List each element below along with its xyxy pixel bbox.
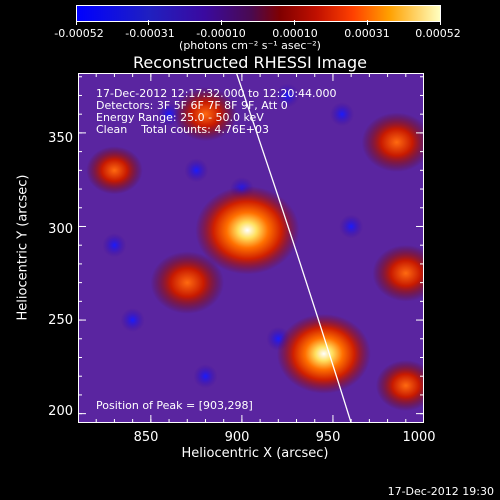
heatmap-plot xyxy=(78,73,424,423)
heatmap-source xyxy=(86,146,143,195)
heatmap-noise-blob xyxy=(184,158,209,183)
heatmap-source xyxy=(375,360,424,411)
x-tick-label: 850 xyxy=(133,430,159,445)
heatmap-noise-blob xyxy=(193,364,218,389)
heatmap-noise-blob xyxy=(330,102,355,127)
info-energy-range: Energy Range: 25.0 - 50.0 keV xyxy=(96,111,264,124)
colorbar xyxy=(76,5,441,22)
heatmap-source xyxy=(276,313,371,394)
y-axis-label: Heliocentric Y (arcsec) xyxy=(15,174,31,321)
info-clean-counts: Clean Total counts: 4.76E+03 xyxy=(96,123,270,136)
colorbar-tick-label: 0.00052 xyxy=(415,27,461,40)
heatmap-source xyxy=(173,87,238,142)
heatmap-sources xyxy=(86,73,424,423)
heatmap-source xyxy=(372,244,424,302)
colorbar-unit-label: (photons cm⁻² s⁻¹ asec⁻²) xyxy=(179,39,321,52)
y-tick-label: 250 xyxy=(48,313,73,328)
colorbar-tick-label: -0.00031 xyxy=(125,27,175,40)
heatmap-noise-blob xyxy=(102,233,127,258)
heatmap-source xyxy=(361,112,424,172)
info-time-range: 17-Dec-2012 12:17:32.000 to 12:20:44.000 xyxy=(96,87,337,100)
x-tick-label: 950 xyxy=(315,430,341,445)
heatmap-noise-blob xyxy=(275,83,300,108)
heatmap-source xyxy=(195,186,300,275)
heatmap-source xyxy=(150,251,224,314)
y-tick-label: 350 xyxy=(48,131,73,146)
solar-limb-line xyxy=(235,73,352,423)
info-peak-position: Position of Peak = [903,298] xyxy=(96,399,253,412)
footer-timestamp: 17-Dec-2012 19:30 xyxy=(387,485,494,498)
colorbar-tick-label: 0.00010 xyxy=(272,27,318,40)
x-tick-label: 1000 xyxy=(402,430,436,445)
plot-title: Reconstructed RHESSI Image xyxy=(133,53,367,72)
plot-frame xyxy=(78,73,424,423)
colorbar-tick-marks xyxy=(76,20,441,26)
y-tick-label: 200 xyxy=(48,404,73,419)
colorbar-tick-label: -0.00010 xyxy=(196,27,246,40)
heatmap-noise-blob xyxy=(339,214,364,239)
heatmap-noise-blob xyxy=(120,308,145,333)
x-tick-label: 900 xyxy=(224,430,250,445)
colorbar-tick-label: -0.00052 xyxy=(54,27,104,40)
x-axis-label: Heliocentric X (arcsec) xyxy=(181,446,329,461)
info-detectors: Detectors: 3F 5F 6F 7F 8F 9F, Att 0 xyxy=(96,99,288,112)
colorbar-tick-label: 0.00031 xyxy=(344,27,390,40)
y-tick-label: 300 xyxy=(48,222,73,237)
axis-ticks xyxy=(78,73,424,423)
